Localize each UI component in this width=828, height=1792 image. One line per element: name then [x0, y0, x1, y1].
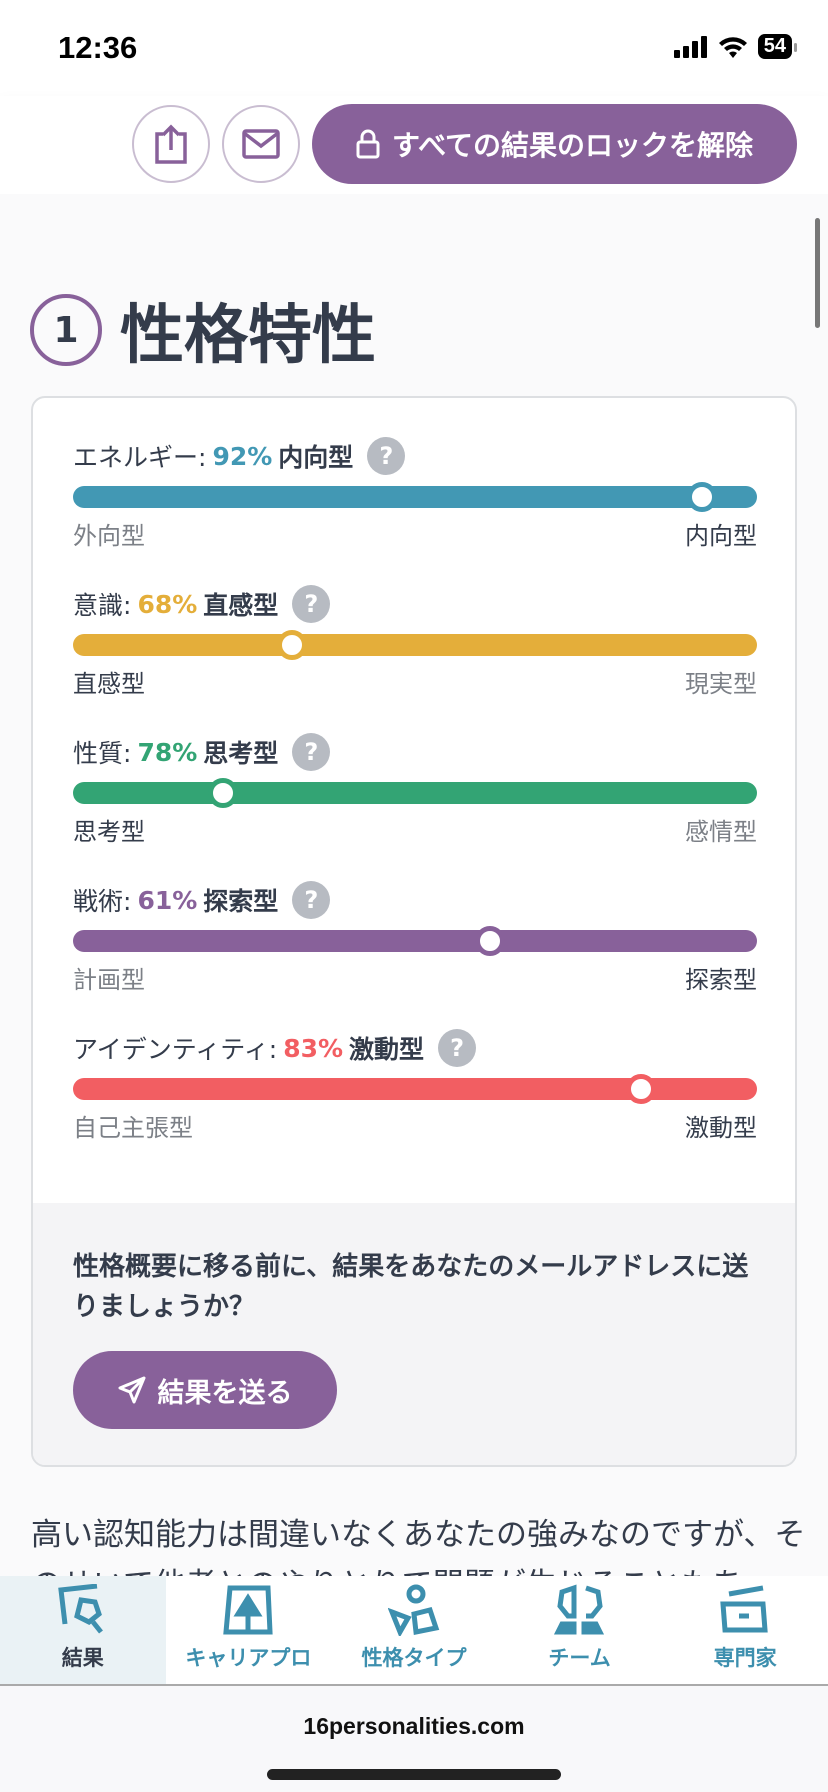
trait-left-pole: 思考型: [73, 818, 145, 846]
trait-bar: [73, 926, 757, 956]
trait-right-pole: 感情型: [685, 818, 757, 846]
trait-right-pole: 現実型: [685, 670, 757, 698]
trait-percent: 92%: [212, 441, 273, 471]
trait-category: アイデンティティ:: [73, 1035, 278, 1064]
trait-percent: 83%: [283, 1033, 344, 1063]
career-icon: [223, 1585, 274, 1635]
nav-label: キャリアプロ: [185, 1646, 312, 1670]
email-prompt-text: 性格概要に移る前に、結果をあなたのメールアドレスに送りましょうか？: [73, 1252, 749, 1322]
help-icon[interactable]: ?: [367, 437, 406, 475]
trait-label: 性質: 78% 思考型 ?: [73, 732, 757, 772]
results-page: 1 性格特性 エネルギー: 92% 内向型 ? 外向型 内向型 意識: 68% …: [0, 194, 828, 1603]
mail-icon: [242, 129, 280, 159]
trait-knob: [625, 1074, 656, 1104]
unlock-label: すべての結果のロックを解除: [392, 129, 753, 162]
trait-right-pole: 内向型: [685, 522, 757, 550]
email-button[interactable]: [222, 105, 300, 183]
trait-label: エネルギー: 92% 内向型 ?: [73, 436, 757, 476]
trait-right-pole: 探索型: [685, 966, 757, 994]
unlock-all-results-button[interactable]: すべての結果のロックを解除: [312, 104, 797, 184]
help-icon[interactable]: ?: [292, 733, 331, 771]
send-icon: [118, 1376, 145, 1404]
trait-bar: [73, 1074, 757, 1104]
trait-percent: 78%: [137, 737, 198, 767]
trait-percent: 68%: [137, 589, 198, 619]
trait-bar: [73, 482, 757, 512]
trait-row: アイデンティティ: 83% 激動型 ? 自己主張型 激動型: [73, 1028, 757, 1143]
trait-row: 戦術: 61% 探索型 ? 計画型 探索型: [73, 880, 757, 995]
trait-knob: [208, 778, 239, 808]
trait-left-pole: 直感型: [73, 670, 145, 698]
send-results-label: 結果を送る: [157, 1377, 293, 1409]
help-icon[interactable]: ?: [292, 881, 331, 919]
help-icon[interactable]: ?: [292, 585, 331, 623]
trait-name: 直感型: [203, 591, 279, 620]
status-bar: 12:36 54: [0, 0, 828, 96]
nav-label: 専門家: [713, 1646, 777, 1670]
browser-bar: 16personalities.com: [0, 1686, 828, 1792]
nav-label: チーム: [548, 1646, 611, 1670]
nav-item-career[interactable]: キャリアプロ: [166, 1576, 332, 1684]
section-heading: 1 性格特性: [30, 284, 376, 376]
nav-item-personality-types[interactable]: 性格タイプ: [331, 1576, 497, 1684]
trait-label: 戦術: 61% 探索型 ?: [73, 880, 757, 920]
trait-category: 戦術:: [73, 887, 132, 916]
battery-indicator: 54: [757, 34, 798, 59]
nav-item-teams[interactable]: チーム: [497, 1576, 663, 1684]
trait-category: エネルギー:: [73, 443, 207, 472]
section-number: 1: [30, 294, 102, 366]
home-indicator[interactable]: [267, 1769, 561, 1780]
trait-left-pole: 自己主張型: [73, 1114, 193, 1142]
trait-name: 激動型: [349, 1035, 425, 1064]
trait-name: 内向型: [278, 443, 354, 472]
url-display[interactable]: 16personalities.com: [303, 1713, 525, 1739]
trait-left-pole: 外向型: [73, 522, 145, 550]
status-time: 12:36: [58, 30, 138, 65]
help-icon[interactable]: ?: [438, 1029, 477, 1067]
trait-left-pole: 計画型: [73, 966, 145, 994]
traits-card: エネルギー: 92% 内向型 ? 外向型 内向型 意識: 68% 直感型 ? 直…: [31, 396, 797, 1467]
trait-label: 意識: 68% 直感型 ?: [73, 584, 757, 624]
trait-category: 性質:: [73, 739, 132, 768]
professionals-icon: [720, 1585, 768, 1633]
trait-category: 意識:: [73, 591, 132, 620]
results-icon: [58, 1584, 103, 1634]
wifi-icon: [718, 36, 747, 58]
trait-row: エネルギー: 92% 内向型 ? 外向型 内向型: [73, 436, 757, 551]
nav-label: 性格タイプ: [361, 1646, 467, 1670]
share-button[interactable]: [132, 105, 210, 183]
trait-bar: [73, 630, 757, 660]
trait-row: 意識: 68% 直感型 ? 直感型 現実型: [73, 584, 757, 699]
trait-name: 探索型: [203, 887, 279, 916]
trait-knob: [276, 630, 307, 660]
trait-knob: [475, 926, 506, 956]
signal-icon: [673, 35, 707, 58]
bottom-nav: 結果 キャリアプロ 性格タイプ チーム 専門家: [0, 1576, 828, 1686]
trait-name: 思考型: [203, 739, 279, 768]
trait-knob: [687, 482, 718, 512]
nav-item-results[interactable]: 結果: [0, 1576, 166, 1684]
nav-label: 結果: [61, 1646, 104, 1670]
personality-types-icon: [387, 1584, 440, 1636]
results-header: すべての結果のロックを解除: [0, 96, 828, 194]
nav-item-professionals[interactable]: 専門家: [662, 1576, 828, 1684]
section-title: 性格特性: [120, 299, 376, 373]
trait-percent: 61%: [137, 885, 198, 915]
scrollbar[interactable]: [815, 218, 820, 328]
trait-right-pole: 激動型: [685, 1114, 757, 1142]
share-icon: [155, 124, 187, 164]
send-results-button[interactable]: 結果を送る: [73, 1351, 337, 1429]
email-results-prompt: 性格概要に移る前に、結果をあなたのメールアドレスに送りましょうか？ 結果を送る: [33, 1203, 795, 1465]
teams-icon: [553, 1584, 604, 1635]
trait-label: アイデンティティ: 83% 激動型 ?: [73, 1028, 757, 1068]
trait-row: 性質: 78% 思考型 ? 思考型 感情型: [73, 732, 757, 847]
lock-icon: [356, 129, 380, 159]
trait-bar: [73, 778, 757, 808]
